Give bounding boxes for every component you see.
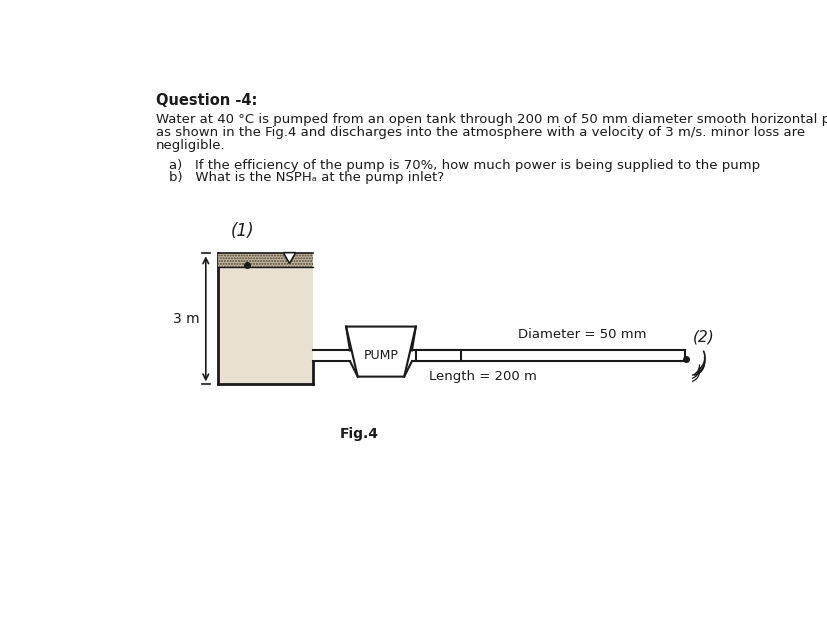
Text: Fig.4: Fig.4: [339, 427, 378, 441]
Text: negligible.: negligible.: [156, 139, 226, 153]
Text: (1): (1): [231, 223, 255, 240]
Text: Water at 40 °C is pumped from an open tank through 200 m of 50 mm diameter smoot: Water at 40 °C is pumped from an open ta…: [156, 113, 827, 127]
Polygon shape: [283, 252, 295, 263]
Text: PUMP: PUMP: [363, 349, 398, 362]
Polygon shape: [346, 326, 415, 377]
Text: as shown in the Fig.4 and discharges into the atmosphere with a velocity of 3 m/: as shown in the Fig.4 and discharges int…: [156, 127, 805, 139]
Text: Diameter = 50 mm: Diameter = 50 mm: [518, 328, 646, 341]
Bar: [415, 350, 460, 361]
Text: 3 m: 3 m: [173, 312, 199, 326]
Text: b)   What is the NSPHₐ at the pump inlet?: b) What is the NSPHₐ at the pump inlet?: [170, 171, 444, 184]
Text: Length = 200 m: Length = 200 m: [428, 370, 536, 384]
Text: (2): (2): [691, 329, 714, 344]
Text: a)   If the efficiency of the pump is 70%, how much power is being supplied to t: a) If the efficiency of the pump is 70%,…: [170, 159, 759, 172]
Bar: [218, 267, 313, 384]
Text: Question -4:: Question -4:: [156, 93, 257, 108]
Bar: [218, 253, 313, 267]
